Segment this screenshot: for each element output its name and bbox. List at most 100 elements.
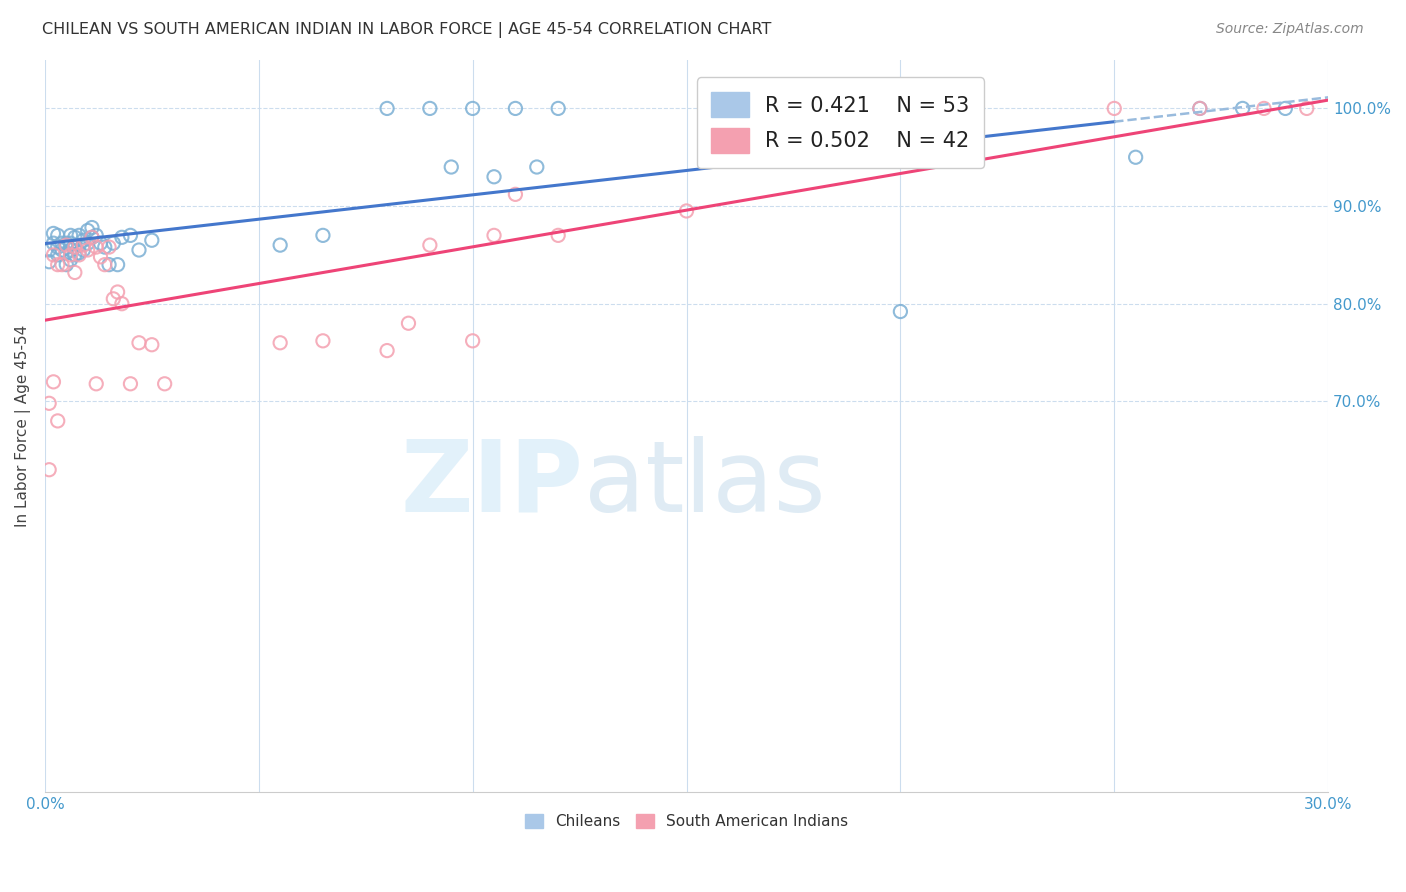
Point (312, 228, 335, 243)
Point (1295, 102, 1317, 116)
Point (72, 243, 94, 257)
Point (398, 316, 420, 330)
Point (42, 236, 65, 251)
Point (120, 228, 142, 243)
Point (482, 169, 505, 184)
Point (526, 160, 548, 174)
Point (63, 248, 86, 262)
Point (38, 254, 60, 268)
Point (505, 102, 527, 116)
Point (141, 233, 163, 247)
Point (59, 243, 82, 257)
Legend: Chileans, South American Indians: Chileans, South American Indians (519, 808, 855, 836)
Point (419, 102, 441, 116)
Point (505, 187, 527, 202)
Point (153, 376, 176, 391)
Point (1188, 102, 1211, 116)
Point (55, 238, 77, 252)
Point (84, 240, 107, 254)
Point (42, 375, 65, 389)
Point (46, 248, 69, 262)
Point (889, 102, 911, 116)
Point (1274, 102, 1296, 116)
Point (42, 248, 65, 262)
Point (80, 230, 103, 244)
Y-axis label: In Labor Force | Age 45-54: In Labor Force | Age 45-54 (15, 325, 31, 527)
Point (312, 334, 335, 348)
Point (107, 258, 129, 272)
Point (38, 396, 60, 410)
Point (98, 258, 121, 272)
Point (59, 248, 82, 262)
Point (1188, 102, 1211, 116)
Point (51, 258, 73, 272)
Point (55, 258, 77, 272)
Point (84, 228, 107, 243)
Point (1232, 102, 1254, 116)
Point (46, 258, 69, 272)
Text: Source: ZipAtlas.com: Source: ZipAtlas.com (1216, 22, 1364, 37)
Text: CHILEAN VS SOUTH AMERICAN INDIAN IN LABOR FORCE | AGE 45-54 CORRELATION CHART: CHILEAN VS SOUTH AMERICAN INDIAN IN LABO… (42, 22, 772, 38)
Point (107, 285, 129, 299)
Point (94, 258, 117, 272)
Text: ZIP: ZIP (401, 436, 583, 533)
Point (63, 265, 86, 279)
Point (42, 227, 65, 241)
Point (1253, 102, 1275, 116)
Point (375, 102, 398, 116)
Point (51, 236, 73, 251)
Point (67, 248, 90, 262)
Point (67, 228, 90, 243)
Point (120, 376, 142, 391)
Point (103, 236, 125, 251)
Point (128, 335, 150, 350)
Point (46, 240, 69, 254)
Point (59, 236, 82, 251)
Point (269, 238, 291, 252)
Point (59, 252, 82, 267)
Point (51, 243, 73, 257)
Point (375, 343, 398, 358)
Point (63, 230, 86, 244)
Point (76, 223, 98, 237)
Point (76, 243, 98, 257)
Point (55, 246, 77, 260)
Point (461, 102, 484, 116)
Point (269, 335, 291, 350)
Point (141, 337, 163, 351)
Point (482, 228, 505, 243)
Point (889, 304, 911, 318)
Point (98, 240, 121, 254)
Point (72, 238, 94, 252)
Point (1104, 102, 1126, 116)
Point (76, 236, 98, 251)
Point (440, 160, 463, 174)
Point (63, 240, 86, 254)
Point (80, 230, 103, 244)
Point (63, 240, 86, 254)
Point (103, 292, 125, 306)
Point (80, 220, 103, 235)
Point (89, 236, 111, 251)
Point (419, 238, 441, 252)
Point (38, 463, 60, 477)
Point (46, 228, 69, 243)
Point (1125, 150, 1147, 164)
Point (547, 102, 569, 116)
Point (111, 296, 134, 310)
Point (38, 243, 60, 257)
Point (461, 334, 484, 348)
Point (46, 414, 69, 428)
Point (128, 243, 150, 257)
Point (111, 230, 134, 244)
Text: atlas: atlas (583, 436, 825, 533)
Point (72, 233, 94, 247)
Point (84, 376, 107, 391)
Point (675, 203, 697, 218)
Point (67, 238, 90, 252)
Point (94, 240, 117, 254)
Point (89, 250, 111, 264)
Point (547, 228, 569, 243)
Point (55, 236, 77, 251)
Point (59, 228, 82, 243)
